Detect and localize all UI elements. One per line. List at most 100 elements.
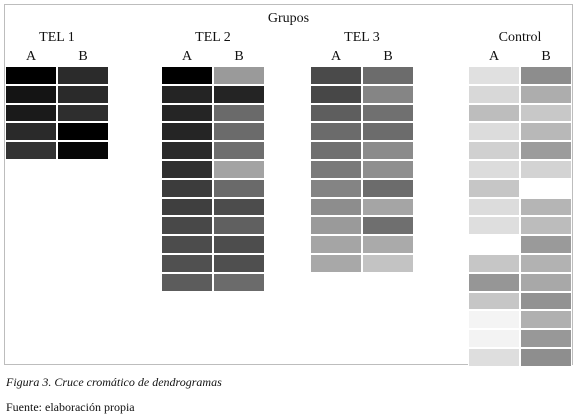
column-label-3-a: A bbox=[488, 49, 500, 64]
color-cell-3-a-7 bbox=[468, 197, 520, 217]
color-cell-1-b-9 bbox=[213, 235, 265, 254]
color-cell-1-a-5 bbox=[161, 160, 213, 179]
color-cell-2-b-1 bbox=[362, 84, 414, 104]
color-cell-1-b-3 bbox=[213, 122, 265, 142]
color-cell-3-b-14 bbox=[520, 329, 572, 348]
color-cell-3-b-10 bbox=[520, 254, 572, 273]
dendrogram-crossing-figure: Grupos TEL 1 A B TEL 2 A B TEL 3 A B Control A B bbox=[4, 4, 573, 367]
color-cell-2-b-6 bbox=[362, 178, 414, 198]
color-cell-1-a-10 bbox=[161, 254, 213, 273]
group-label-2: TEL 3 bbox=[344, 30, 380, 45]
color-cell-3-b-11 bbox=[520, 272, 572, 292]
color-cell-3-b-2 bbox=[520, 103, 572, 123]
color-cell-2-a-1 bbox=[310, 84, 362, 104]
color-cell-0-b-4 bbox=[57, 141, 109, 160]
color-cell-3-b-6 bbox=[520, 178, 572, 198]
color-cell-3-b-8 bbox=[520, 216, 572, 236]
color-cell-2-a-0 bbox=[310, 66, 362, 85]
group-label-3: Control bbox=[498, 30, 542, 45]
color-cell-2-a-7 bbox=[310, 197, 362, 217]
groups-title: Grupos bbox=[267, 11, 310, 26]
color-cell-3-a-4 bbox=[468, 141, 520, 160]
color-cell-2-b-9 bbox=[362, 235, 414, 254]
color-cell-1-a-2 bbox=[161, 103, 213, 123]
color-cell-3-a-0 bbox=[468, 66, 520, 85]
color-cell-1-b-4 bbox=[213, 141, 265, 160]
color-cell-2-b-7 bbox=[362, 197, 414, 217]
color-cell-1-a-7 bbox=[161, 197, 213, 217]
column-label-0-b: B bbox=[78, 49, 88, 64]
color-cell-3-a-14 bbox=[468, 329, 520, 348]
figure-source: Fuente: elaboración propia bbox=[6, 400, 135, 414]
color-cell-3-a-9 bbox=[468, 235, 520, 254]
color-cell-1-a-8 bbox=[161, 216, 213, 236]
color-cell-0-a-4 bbox=[5, 141, 57, 160]
color-cell-3-a-13 bbox=[468, 310, 520, 330]
color-cell-3-a-8 bbox=[468, 216, 520, 236]
color-cell-3-b-5 bbox=[520, 160, 572, 179]
color-cell-1-b-10 bbox=[213, 254, 265, 273]
color-cell-2-b-2 bbox=[362, 103, 414, 123]
color-cell-1-b-11 bbox=[213, 272, 265, 292]
color-cell-0-a-0 bbox=[5, 66, 57, 85]
group-label-1: TEL 2 bbox=[195, 30, 231, 45]
color-cell-3-a-3 bbox=[468, 122, 520, 142]
color-cell-3-b-12 bbox=[520, 291, 572, 311]
color-cell-0-b-0 bbox=[57, 66, 109, 85]
color-cell-1-b-2 bbox=[213, 103, 265, 123]
color-cell-1-a-1 bbox=[161, 84, 213, 104]
color-cell-1-b-7 bbox=[213, 197, 265, 217]
color-cell-1-b-6 bbox=[213, 178, 265, 198]
color-cell-0-a-3 bbox=[5, 122, 57, 142]
color-cell-2-b-5 bbox=[362, 160, 414, 179]
column-label-2-a: A bbox=[330, 49, 342, 64]
color-cell-3-b-9 bbox=[520, 235, 572, 254]
color-cell-2-a-6 bbox=[310, 178, 362, 198]
color-cell-1-a-6 bbox=[161, 178, 213, 198]
color-cell-1-b-1 bbox=[213, 84, 265, 104]
color-cell-3-a-6 bbox=[468, 178, 520, 198]
color-cell-3-b-13 bbox=[520, 310, 572, 330]
color-cell-1-a-3 bbox=[161, 122, 213, 142]
color-cell-0-b-3 bbox=[57, 122, 109, 142]
color-cell-3-a-11 bbox=[468, 272, 520, 292]
color-cell-3-b-0 bbox=[520, 66, 572, 85]
color-cell-3-a-5 bbox=[468, 160, 520, 179]
color-cell-2-a-3 bbox=[310, 122, 362, 142]
color-cell-3-a-1 bbox=[468, 84, 520, 104]
color-cell-2-a-10 bbox=[310, 254, 362, 273]
color-cell-1-b-0 bbox=[213, 66, 265, 85]
color-cell-3-a-12 bbox=[468, 291, 520, 311]
color-cell-0-b-2 bbox=[57, 103, 109, 123]
color-cell-0-a-1 bbox=[5, 84, 57, 104]
color-cell-1-a-9 bbox=[161, 235, 213, 254]
color-cell-3-b-4 bbox=[520, 141, 572, 160]
color-cell-1-a-11 bbox=[161, 272, 213, 292]
color-cell-2-a-2 bbox=[310, 103, 362, 123]
column-label-2-b: B bbox=[383, 49, 393, 64]
column-label-1-b: B bbox=[234, 49, 244, 64]
figure-caption: Figura 3. Cruce cromático de dendrograma… bbox=[6, 375, 222, 389]
color-cell-3-a-15 bbox=[468, 348, 520, 367]
color-cell-2-b-10 bbox=[362, 254, 414, 273]
color-cell-0-b-1 bbox=[57, 84, 109, 104]
column-label-0-a: A bbox=[25, 49, 37, 64]
color-cell-2-a-8 bbox=[310, 216, 362, 236]
color-cell-1-a-4 bbox=[161, 141, 213, 160]
color-cell-3-a-2 bbox=[468, 103, 520, 123]
color-cell-2-a-4 bbox=[310, 141, 362, 160]
color-cell-1-b-8 bbox=[213, 216, 265, 236]
color-cell-3-b-15 bbox=[520, 348, 572, 367]
color-cell-3-b-3 bbox=[520, 122, 572, 142]
color-cell-2-a-5 bbox=[310, 160, 362, 179]
color-cell-3-b-1 bbox=[520, 84, 572, 104]
column-label-3-b: B bbox=[541, 49, 551, 64]
color-cell-0-a-2 bbox=[5, 103, 57, 123]
color-cell-3-a-10 bbox=[468, 254, 520, 273]
color-cell-2-b-8 bbox=[362, 216, 414, 236]
color-cell-2-b-4 bbox=[362, 141, 414, 160]
color-cell-2-a-9 bbox=[310, 235, 362, 254]
color-cell-2-b-3 bbox=[362, 122, 414, 142]
color-cell-3-b-7 bbox=[520, 197, 572, 217]
column-label-1-a: A bbox=[181, 49, 193, 64]
